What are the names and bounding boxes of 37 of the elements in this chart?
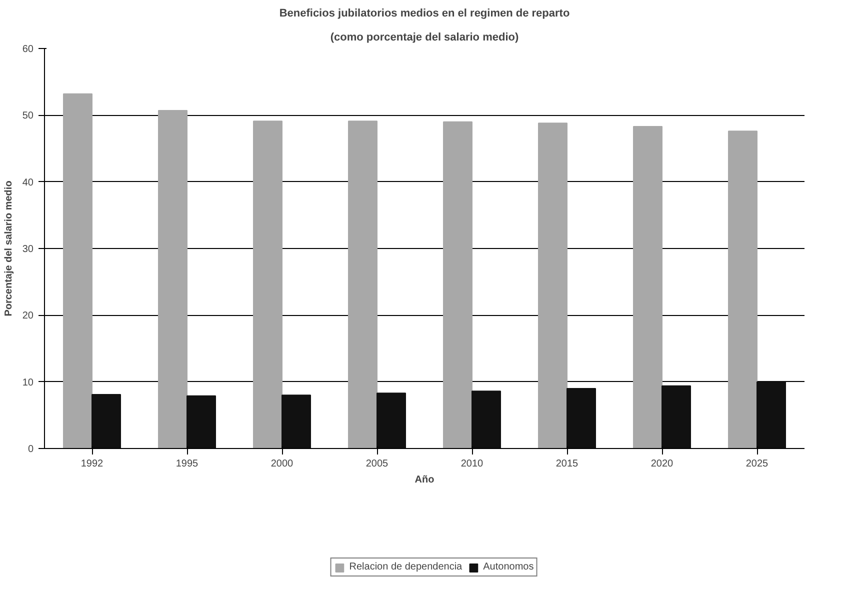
chart-subtitle: (como porcentaje del salario medio) xyxy=(330,32,519,44)
x-tick-label: 2010 xyxy=(460,458,484,470)
x-tick-label: 2025 xyxy=(746,458,769,470)
x-tick-label: 2000 xyxy=(270,458,294,470)
bar xyxy=(662,385,691,448)
bar xyxy=(633,126,662,448)
y-tick-label: 0 xyxy=(28,444,34,455)
y-tick-label: 50 xyxy=(22,110,34,122)
bar xyxy=(566,388,596,448)
x-axis-title: Año xyxy=(414,474,434,486)
x-tick-label: 1995 xyxy=(176,458,199,470)
x-tick-label: 2015 xyxy=(556,458,579,470)
chart-title: Beneficios jubilatorios medios en el regimen de reparto xyxy=(279,8,570,20)
legend-label: Autonomos xyxy=(483,562,534,573)
bar xyxy=(186,395,216,448)
x-tick-label: 2020 xyxy=(650,458,674,470)
bar xyxy=(253,120,282,448)
bar xyxy=(158,110,188,448)
bar xyxy=(538,122,568,448)
bar xyxy=(443,121,472,448)
y-tick-label: 60 xyxy=(22,44,34,55)
bar xyxy=(728,130,758,448)
bar xyxy=(348,120,378,448)
y-tick-label: 30 xyxy=(22,244,34,255)
bar xyxy=(282,394,311,448)
bar xyxy=(472,390,501,448)
x-tick-label: 2005 xyxy=(366,458,389,470)
y-tick-label: 20 xyxy=(22,310,34,322)
y-tick-label: 40 xyxy=(22,177,34,188)
y-axis-title: Porcentaje del salario medio xyxy=(3,180,14,316)
x-tick-label: 1992 xyxy=(80,458,104,470)
bar xyxy=(756,381,786,448)
bar xyxy=(92,394,121,448)
y-tick-label: 10 xyxy=(22,377,34,388)
legend-label: Relacion de dependencia xyxy=(349,562,462,573)
bar xyxy=(63,93,92,448)
bar xyxy=(376,392,406,448)
